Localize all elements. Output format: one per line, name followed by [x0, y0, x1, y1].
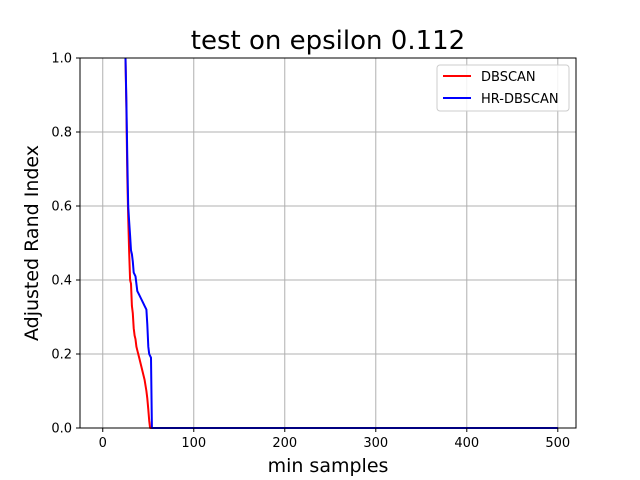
x-axis: 0 100 200 300 400 500: [99, 428, 570, 451]
series-line-dbscan: [124, 57, 558, 429]
plot-frame: [79, 57, 577, 429]
y-tick-label: 0.2: [51, 348, 72, 363]
y-axis: 0.0 0.2 0.4 0.6 0.8 1.0: [51, 52, 80, 437]
x-tick-label: 100: [181, 436, 206, 451]
y-tick-label: 0.4: [51, 274, 72, 289]
x-tick-label: 0: [99, 436, 107, 451]
legend-label-dbscan: DBSCAN: [481, 70, 536, 85]
legend-label-hr-dbscan: HR-DBSCAN: [481, 92, 559, 107]
y-tick-label: 0.6: [51, 200, 72, 215]
y-axis-label: Adjusted Rand Index: [21, 145, 43, 341]
x-axis-label: min samples: [268, 455, 389, 477]
series-line-hr-dbscan: [124, 57, 558, 429]
x-tick-label: 200: [272, 436, 297, 451]
y-tick-label: 1.0: [51, 52, 72, 67]
legend: DBSCAN HR-DBSCAN: [436, 64, 570, 112]
y-tick-label: 0.0: [51, 422, 72, 437]
y-tick-label: 0.8: [51, 126, 72, 141]
chart-title: test on epsilon 0.112: [191, 26, 465, 56]
x-tick-label: 400: [454, 436, 479, 451]
x-tick-label: 300: [363, 436, 388, 451]
series-group: [124, 57, 558, 429]
grid: [80, 57, 576, 429]
x-tick-label: 500: [545, 436, 570, 451]
